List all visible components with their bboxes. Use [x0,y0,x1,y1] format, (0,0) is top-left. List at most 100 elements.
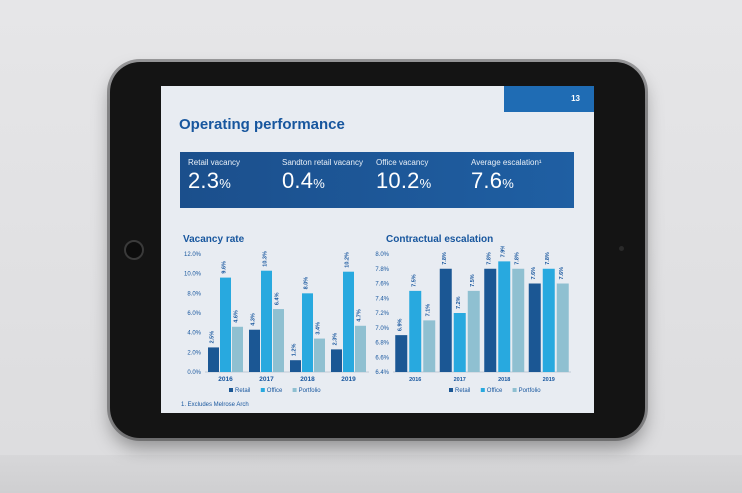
x-tick-label: 2016 [409,377,421,383]
tablet-screen: 13 Operating performance Retail vacancy … [161,86,594,413]
legend-label-office: Office [487,388,503,394]
bar-office-2016 [220,277,231,372]
y-tick-label: 7.0% [375,326,389,332]
data-label: 6.4% [275,292,281,305]
bar-office-2017 [453,313,466,372]
kpi-label: Office vacancy [376,158,429,167]
y-tick-label: 7.4% [375,296,389,302]
legend-label-portfolio: Portfolio [299,388,322,394]
data-label: 7.6% [559,267,565,280]
y-tick-label: 7.8% [375,267,389,273]
data-label: 4.6% [234,310,240,323]
vacancy-rate-chart: 0.0% 2.0% 4.0% 6.0% 8.0% 10.0% 12.0% 2.5% 9.6% 4.… [184,251,369,394]
bar-office-2017 [261,270,272,372]
kpi-value: 7.6 [471,168,503,193]
bar-portfolio-2018 [314,338,325,372]
data-label: 7.1% [425,304,431,317]
bar-retail-2016 [395,335,408,372]
legend-swatch-office [260,388,265,392]
data-label: 9.6% [222,261,228,274]
y-tick-label: 6.0% [187,311,201,317]
kpi-label: Sandton retail vacancy [282,158,363,167]
vacancy-chart-title: Vacancy rate [183,234,245,245]
bar-office-2019 [343,271,354,372]
kpi-value: 10.2 [376,168,420,193]
legend-label-retail: Retail [455,388,470,394]
kpi-value: 0.4 [282,168,314,193]
data-label: 7.5% [470,274,476,287]
y-tick-label: 6.4% [375,370,389,376]
bar-retail-2019 [528,283,541,372]
kpi-value: 2.3 [188,168,220,193]
kpi-unit: % [502,176,514,191]
bar-retail-2018 [290,360,301,372]
y-tick-label: 8.0% [375,252,389,258]
data-label: 4.3% [251,313,257,326]
kpi-unit: % [219,176,231,191]
x-tick-label: 2018 [300,376,315,383]
contractual-escalation-chart: 6.4% 6.6% 6.8% 7.0% 7.2% 7.4% 7.6% 7.8% 8.0% 6.9%… [375,246,571,394]
data-label: 3.4% [316,322,322,335]
bar-office-2016 [409,290,422,372]
legend-swatch-retail [229,388,233,392]
kpi-sandton-retail-vacancy: Sandton retail vacancy 0.4% [282,158,363,194]
bar-office-2019 [542,268,555,372]
kpi-unit: % [313,176,325,191]
bar-retail-2018 [484,268,497,372]
data-label: 10.2% [345,252,351,268]
data-label: 7.8% [514,252,520,265]
camera-lens [619,246,624,251]
y-tick-label: 0.0% [187,370,201,376]
data-label: 7.6% [531,267,537,280]
data-label: 8.0% [304,277,310,290]
data-label: 7.8% [442,252,448,265]
x-tick-label: 2017 [454,377,466,383]
x-tick-label: 2019 [543,377,555,383]
kpi-retail-vacancy: Retail vacancy 2.3% [188,158,240,194]
data-label: 7.9% [500,246,506,257]
y-tick-label: 6.8% [375,341,389,347]
bar-retail-2017 [249,329,260,372]
x-tick-label: 2017 [259,376,274,383]
y-tick-label: 7.6% [375,282,389,288]
data-label: 4.7% [357,309,363,322]
data-label: 7.8% [545,252,551,265]
background-floor [0,455,742,493]
bar-office-2018 [302,293,313,372]
bar-portfolio-2016 [423,320,436,372]
kpi-label: Average escalation¹ [471,158,542,167]
bar-retail-2019 [331,349,342,372]
x-tick-label: 2016 [218,376,233,383]
kpi-average-escalation: Average escalation¹ 7.6% [471,158,542,194]
data-label: 1.2% [292,344,298,357]
kpi-unit: % [419,176,432,191]
bar-portfolio-2017 [273,309,284,372]
y-tick-label: 8.0% [187,291,201,297]
x-tick-label: 2019 [341,376,356,383]
bar-portfolio-2019 [556,283,569,372]
data-label: 10.3% [263,251,269,267]
legend-swatch-portfolio [512,388,517,392]
kpi-office-vacancy: Office vacancy 10.2% [376,158,431,194]
bar-retail-2017 [439,268,452,372]
y-tick-label: 4.0% [187,331,201,337]
bar-office-2018 [498,261,511,372]
legend-label-retail: Retail [235,388,250,394]
data-label: 7.8% [486,252,492,265]
y-tick-label: 7.2% [375,311,389,317]
y-tick-label: 12.0% [184,252,202,258]
legend-swatch-portfolio [292,388,297,392]
bar-portfolio-2016 [232,326,243,372]
page-number: 13 [571,94,580,103]
data-label: 2.5% [210,331,216,344]
slide-title: Operating performance [179,116,345,133]
legend-swatch-retail [449,388,453,392]
data-label: 7.2% [456,296,462,309]
y-tick-label: 6.6% [375,355,389,361]
page-number-tab: 13 [504,86,594,112]
legend-label-office: Office [267,388,283,394]
x-tick-label: 2018 [498,377,510,383]
home-button[interactable] [124,240,144,260]
y-tick-label: 2.0% [187,350,201,356]
legend-label-portfolio: Portfolio [519,388,542,394]
